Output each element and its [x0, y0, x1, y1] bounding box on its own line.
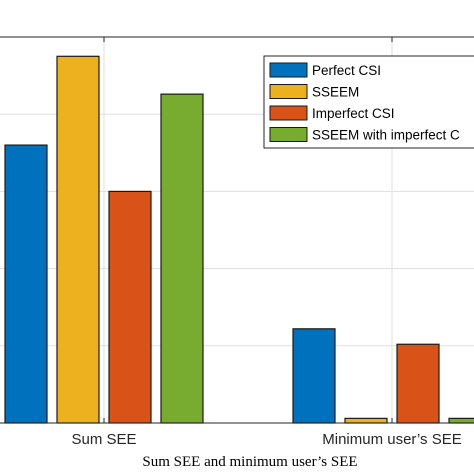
legend-label: Perfect CSI — [312, 63, 381, 78]
bar — [448, 417, 474, 424]
legend-label: SSEEM with imperfect C — [312, 128, 460, 143]
bar — [396, 343, 440, 424]
legend-swatch — [269, 62, 308, 78]
bar — [108, 190, 152, 424]
legend-swatch — [269, 84, 308, 99]
legend-swatch — [269, 105, 308, 121]
bar — [4, 144, 48, 424]
bar — [292, 328, 336, 424]
bars — [4, 55, 474, 424]
legend-label: Imperfect CSI — [312, 106, 395, 121]
bar — [344, 417, 388, 424]
x-tick-label: Minimum user’s SEE — [322, 431, 461, 448]
bar — [56, 55, 100, 424]
legend-label: SSEEM — [312, 85, 359, 100]
bar — [160, 93, 204, 424]
x-tick-label: Sum SEE — [71, 431, 136, 448]
legend: Perfect CSI SSEEM Imperfect CSI SSEEM with … — [263, 55, 474, 149]
axes — [0, 36, 474, 424]
legend-swatch — [269, 127, 308, 142]
x-tick-labels: Sum SEE Minimum user’s SEE — [71, 37, 462, 448]
x-axis-label: Sum SEE and minimum user’s SEE — [142, 454, 357, 470]
